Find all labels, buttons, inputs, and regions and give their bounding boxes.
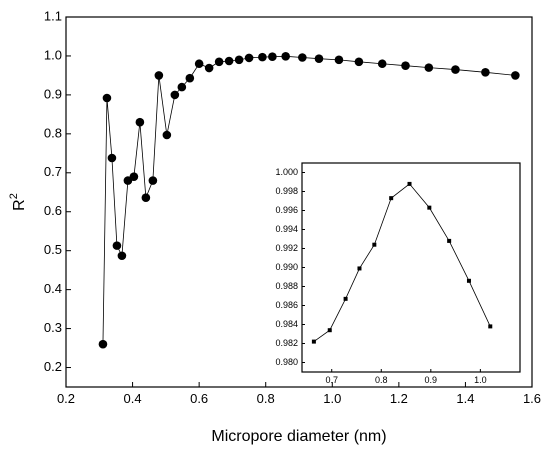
data-point: [234, 55, 244, 65]
y-tick-label: 0.994: [275, 224, 298, 234]
y-tick-label: 0.5: [44, 242, 62, 257]
x-tick-label: 0.2: [57, 391, 75, 406]
data-point: [98, 339, 108, 349]
y-tick-label: 0.4: [44, 281, 62, 296]
y-tick-label: 1.1: [44, 8, 62, 23]
x-axis-label: Micropore diameter (nm): [211, 428, 386, 445]
x-tick-label: 0.4: [124, 391, 142, 406]
y-tick-label: 0.8: [44, 125, 62, 140]
y-tick-label: 0.986: [275, 300, 298, 310]
data-point: [107, 153, 117, 163]
data-point: [511, 71, 520, 80]
y-label-superscript: 2: [8, 193, 20, 199]
data-point: [372, 242, 377, 247]
data-point: [447, 238, 452, 243]
x-tick-label: 1.4: [456, 391, 474, 406]
x-tick-label: 0.8: [375, 375, 388, 385]
x-tick-label: 1.0: [323, 391, 341, 406]
data-point: [224, 56, 234, 66]
y-tick-label: 0.3: [44, 320, 62, 335]
data-point: [327, 328, 332, 333]
y-tick-label: 0.998: [275, 186, 298, 196]
y-tick-label: 0.992: [275, 243, 298, 253]
data-point: [401, 61, 410, 70]
y-tick-label: 0.996: [275, 205, 298, 215]
data-point: [334, 55, 344, 65]
data-point: [407, 181, 412, 186]
data-point: [298, 53, 307, 62]
data-point: [102, 93, 112, 103]
data-point: [389, 196, 394, 201]
data-point: [424, 63, 434, 72]
data-point: [154, 71, 164, 80]
data-point: [258, 52, 267, 62]
data-point: [427, 205, 432, 210]
x-tick-label: 1.0: [474, 375, 487, 385]
y-tick-label: 0.980: [275, 357, 298, 367]
data-point: [268, 52, 277, 62]
data-point: [135, 117, 145, 127]
data-point: [177, 82, 187, 92]
data-point: [281, 52, 290, 61]
y-tick-label: 0.982: [275, 338, 298, 348]
data-point: [162, 130, 172, 140]
data-point: [185, 73, 195, 83]
data-point: [244, 53, 254, 63]
data-point: [311, 339, 316, 344]
x-tick-label: 0.6: [190, 391, 208, 406]
y-tick-label: 0.7: [44, 164, 62, 179]
data-point: [377, 59, 387, 69]
data-point: [314, 54, 324, 63]
y-label-text: R: [11, 199, 28, 211]
y-tick-label: 0.6: [44, 203, 62, 218]
x-tick-label: 1.2: [390, 391, 408, 406]
y-tick-label: 0.9: [44, 86, 62, 101]
y-tick-label: 0.990: [275, 262, 298, 272]
data-point: [481, 68, 490, 77]
x-tick-label: 0.8: [257, 391, 275, 406]
data-point: [194, 59, 204, 69]
y-tick-label: 0.988: [275, 281, 298, 291]
data-point: [129, 172, 139, 181]
data-point: [170, 90, 180, 100]
data-point: [214, 57, 224, 67]
y-tick-label: 0.984: [275, 319, 298, 329]
y-tick-label: 1.0: [44, 47, 62, 62]
data-point: [148, 176, 158, 185]
data-point: [354, 57, 364, 67]
x-tick-label: 0.7: [325, 375, 338, 385]
y-tick-label: 1.000: [275, 167, 298, 177]
data-point: [451, 65, 460, 74]
inset-background: [302, 163, 520, 372]
data-point: [466, 278, 471, 283]
data-point: [112, 241, 122, 250]
plot-frame: [65, 16, 533, 388]
y-axis-label: R2: [8, 193, 28, 211]
data-point: [204, 63, 214, 73]
data-point: [343, 296, 348, 301]
x-tick-label: 0.9: [425, 375, 438, 385]
x-tick-label: 1.6: [523, 391, 541, 406]
data-point: [117, 251, 127, 261]
data-point: [357, 266, 362, 271]
y-tick-label: 0.2: [44, 359, 62, 374]
data-point: [141, 193, 151, 203]
data-point: [488, 324, 493, 329]
